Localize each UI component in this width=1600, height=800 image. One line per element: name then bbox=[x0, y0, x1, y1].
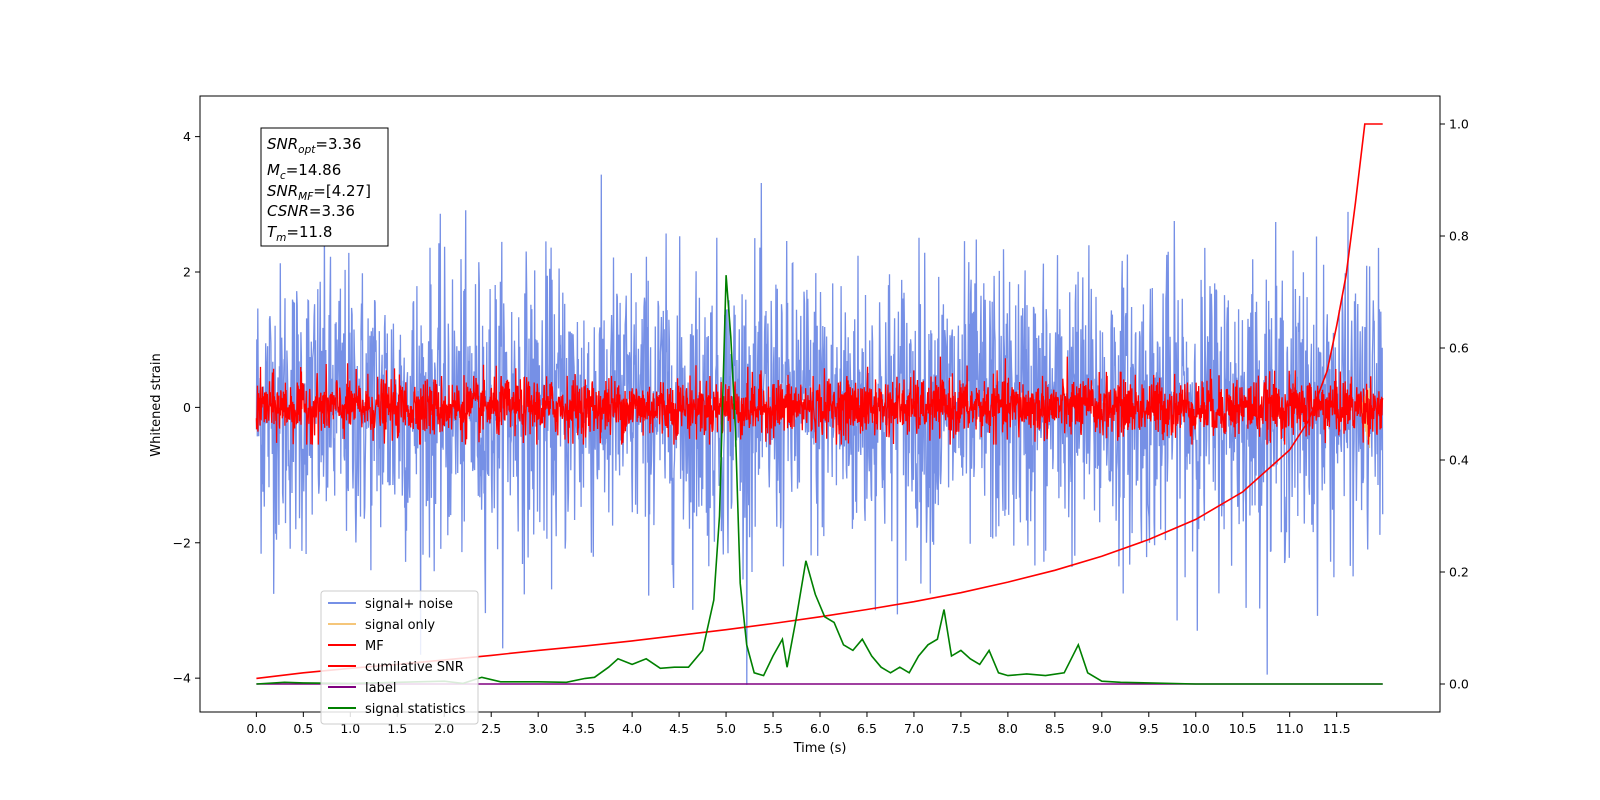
legend-frame bbox=[320, 590, 479, 725]
x-tick-label: 0.5 bbox=[293, 721, 313, 736]
y2-tick-label: 0.0 bbox=[1449, 677, 1469, 692]
legend-entry-cumulative-snr: cumilative SNR bbox=[328, 660, 464, 675]
y2-tick-label: 0.4 bbox=[1449, 453, 1469, 468]
y-axis-right: 1.0 0.8 0.6 0.4 0.2 0.0 bbox=[1440, 117, 1469, 692]
x-tick-label: 3.5 bbox=[575, 721, 595, 736]
y-axis-label: Whitened strain bbox=[149, 353, 164, 456]
x-tick-label: 5.5 bbox=[763, 721, 783, 736]
y-tick-label: 0 bbox=[183, 400, 191, 415]
x-tick-label: 1.0 bbox=[340, 721, 360, 736]
x-tick-label: 3.0 bbox=[528, 721, 548, 736]
x-tick-label: 9.5 bbox=[1139, 721, 1159, 736]
y-tick-label: −2 bbox=[173, 535, 191, 550]
y-axis-left: 4 2 0 −2 −4 bbox=[173, 129, 200, 686]
legend-label: signal+ noise bbox=[365, 597, 453, 612]
info-csnr: CSNR=3.36 bbox=[267, 202, 355, 220]
x-tick-label: 7.0 bbox=[904, 721, 924, 736]
x-tick-label: 7.5 bbox=[951, 721, 971, 736]
x-tick-label: 0.0 bbox=[246, 721, 266, 736]
legend: signal+ noise signal only MF cumilative … bbox=[320, 590, 479, 725]
legend-label: label bbox=[365, 681, 396, 696]
x-tick-label: 9.0 bbox=[1092, 721, 1112, 736]
info-snr-mf: SNRMF=[4.27] bbox=[267, 182, 371, 203]
series-line-signal-statistics bbox=[256, 275, 1383, 685]
legend-label: MF bbox=[365, 639, 384, 654]
x-tick-label: 5.0 bbox=[716, 721, 736, 736]
info-tm: Tm=11.8 bbox=[267, 223, 332, 244]
x-tick-label: 6.5 bbox=[857, 721, 877, 736]
info-snr-opt: SNRopt=3.36 bbox=[267, 135, 361, 156]
legend-entry-label: label bbox=[328, 681, 396, 696]
x-tick-label: 10.5 bbox=[1229, 721, 1257, 736]
info-chirp-mass: Mc=14.86 bbox=[267, 161, 341, 182]
legend-entry-signal-only: signal only bbox=[328, 618, 435, 633]
legend-entry-mf: MF bbox=[328, 639, 384, 654]
x-axis: 0.0 0.5 1.0 1.5 2.0 2.5 3.0 3.5 4.0 4.5 5.0 5.5 6.0 6… bbox=[246, 712, 1351, 736]
x-axis-label: Time (s) bbox=[793, 741, 847, 756]
x-tick-label: 4.0 bbox=[622, 721, 642, 736]
x-tick-label: 2.5 bbox=[481, 721, 501, 736]
legend-label: signal statistics bbox=[365, 702, 466, 717]
legend-label: signal only bbox=[365, 618, 435, 633]
x-tick-label: 1.5 bbox=[387, 721, 407, 736]
x-tick-label: 8.5 bbox=[1045, 721, 1065, 736]
x-tick-label: 11.5 bbox=[1323, 721, 1351, 736]
x-tick-label: 10.0 bbox=[1182, 721, 1210, 736]
x-tick-label: 8.0 bbox=[998, 721, 1018, 736]
y2-tick-label: 0.6 bbox=[1449, 341, 1469, 356]
y-tick-label: 2 bbox=[183, 265, 191, 280]
series-line-mf bbox=[255, 356, 1384, 445]
legend-entry-signal-noise: signal+ noise bbox=[328, 597, 453, 612]
info-box: SNRopt=3.36 Mc=14.86 SNRMF=[4.27] CSNR=3… bbox=[260, 127, 389, 247]
x-tick-label: 6.0 bbox=[810, 721, 830, 736]
y2-tick-label: 0.8 bbox=[1449, 229, 1469, 244]
x-tick-label: 11.0 bbox=[1276, 721, 1304, 736]
info-box-frame bbox=[260, 127, 389, 247]
y-tick-label: 4 bbox=[183, 129, 191, 144]
y2-tick-label: 1.0 bbox=[1449, 117, 1469, 132]
legend-entry-signal-statistics: signal statistics bbox=[328, 702, 466, 717]
x-tick-label: 4.5 bbox=[669, 721, 689, 736]
series-line-cumilative-snr bbox=[256, 123, 1383, 680]
y2-tick-label: 0.2 bbox=[1449, 565, 1469, 580]
legend-label: cumilative SNR bbox=[365, 660, 464, 675]
x-tick-label: 2.0 bbox=[434, 721, 454, 736]
y-tick-label: −4 bbox=[173, 671, 191, 686]
